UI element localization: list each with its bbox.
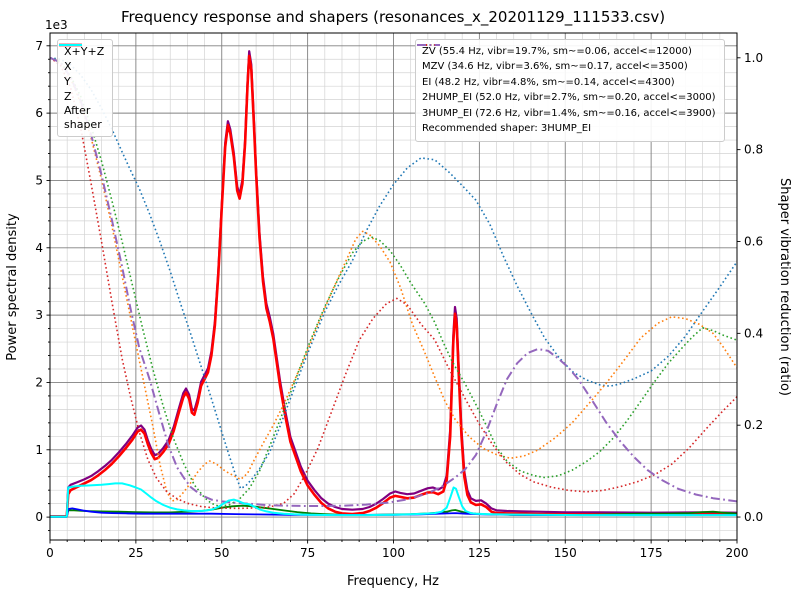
series-line-3hump_ei xyxy=(50,56,737,507)
legend-label-ei: EI (48.2 Hz, vibr=4.8%, sm~=0.14, accel<… xyxy=(422,76,675,88)
y-right-tick-label: 1.0 xyxy=(744,51,763,65)
x-tick-label: 75 xyxy=(300,546,315,560)
legend-label-mzv: MZV (34.6 Hz, vibr=3.6%, sm~=0.17, accel… xyxy=(422,61,688,72)
legend-item-y: Y xyxy=(59,44,104,89)
legend-item-zv: ZV (55.4 Hz, vibr=19.7%, sm~=0.06, accel… xyxy=(417,44,716,60)
plot-series xyxy=(50,50,737,518)
chart-title: Frequency response and shapers (resonanc… xyxy=(121,8,665,27)
y-left-tick-label: 1 xyxy=(35,443,43,457)
legend-shapers: ZV (55.4 Hz, vibr=19.7%, sm~=0.06, accel… xyxy=(415,39,725,142)
series-line-mzv xyxy=(50,57,737,502)
legend-label-zv: ZV (55.4 Hz, vibr=19.7%, sm~=0.06, accel… xyxy=(422,45,692,57)
legend-label-z: Z xyxy=(64,89,72,103)
x-tick-label: 50 xyxy=(214,546,229,560)
axis-ticks: 0 25 50 75 100 125 150 175 200 0 1 2 3 4 5 6 7 0.0 0.2 0.4 0… xyxy=(35,39,763,560)
legend-item-3hump_ei: 3HUMP_EI (72.6 Hz, vibr=1.4%, sm~=0.16, … xyxy=(417,44,716,122)
y-axis-offset-text: 1e3 xyxy=(45,18,68,32)
x-tick-label: 0 xyxy=(46,546,54,560)
legend-item-after-shaper: After shaper xyxy=(59,44,104,132)
legend-item-ei: EI (48.2 Hz, vibr=4.8%, sm~=0.14, accel<… xyxy=(417,44,716,91)
legend-swatch-after-shaper xyxy=(59,44,82,46)
series-line-x xyxy=(50,54,737,518)
legend-label-3hump_ei: 3HUMP_EI (72.6 Hz, vibr=1.4%, sm~=0.16, … xyxy=(422,107,716,119)
y-right-tick-label: 0.0 xyxy=(744,510,763,524)
y-left-tick-label: 0 xyxy=(35,510,43,524)
grid-lines xyxy=(49,33,738,540)
series-line-after-shaper xyxy=(50,482,737,518)
y-left-tick-label: 7 xyxy=(35,39,43,53)
y-right-tick-label: 0.8 xyxy=(744,143,763,157)
y-right-axis-label: Shaper vibration reduction (ratio) xyxy=(777,178,792,396)
series-line-zv xyxy=(50,57,737,490)
x-tick-label: 100 xyxy=(382,546,405,560)
y-left-axis-label: Power spectral density xyxy=(5,213,20,361)
legend-label-after-shaper: After shaper xyxy=(64,104,102,131)
x-tick-label: 150 xyxy=(554,546,577,560)
y-left-tick-label: 3 xyxy=(35,308,43,322)
x-tick-label: 125 xyxy=(468,546,491,560)
y-left-tick-label: 2 xyxy=(35,375,43,389)
series-line-2hump_ei xyxy=(50,57,737,510)
y-left-tick-label: 5 xyxy=(35,173,43,187)
x-tick-label: 175 xyxy=(640,546,663,560)
legend-swatch-blank xyxy=(416,40,441,50)
x-axis-label: Frequency, Hz xyxy=(347,574,439,589)
legend-item-2hump_ei: 2HUMP_EI (52.0 Hz, vibr=2.7%, sm~=0.20, … xyxy=(417,44,716,107)
y-right-tick-label: 0.2 xyxy=(744,418,763,432)
legend-label-x: X xyxy=(64,59,72,73)
legend-item-recommended-shaper: Recommended shaper: 3HUMP_EI xyxy=(422,122,716,138)
legend-swatch-3hump_ei xyxy=(417,44,440,46)
legend-psd: X+Y+Z X Y Z After shaper xyxy=(57,39,114,137)
legend-item-z: Z xyxy=(59,44,104,104)
y-left-tick-label: 6 xyxy=(35,106,43,120)
legend-label-y: Y xyxy=(64,74,71,88)
y-right-tick-label: 0.4 xyxy=(744,326,763,340)
legend-label-2hump_ei: 2HUMP_EI (52.0 Hz, vibr=2.7%, sm~=0.20, … xyxy=(422,92,716,103)
legend-item-mzv: MZV (34.6 Hz, vibr=3.6%, sm~=0.17, accel… xyxy=(417,44,716,76)
y-left-tick-label: 4 xyxy=(35,241,43,255)
x-tick-label: 25 xyxy=(128,546,143,560)
x-tick-label: 200 xyxy=(726,546,749,560)
y-right-tick-label: 0.6 xyxy=(744,234,763,248)
legend-item-x: X xyxy=(59,43,104,74)
legend-label-recommended-shaper: Recommended shaper: 3HUMP_EI xyxy=(422,123,592,134)
legend-label-x+y+z: X+Y+Z xyxy=(64,44,105,58)
